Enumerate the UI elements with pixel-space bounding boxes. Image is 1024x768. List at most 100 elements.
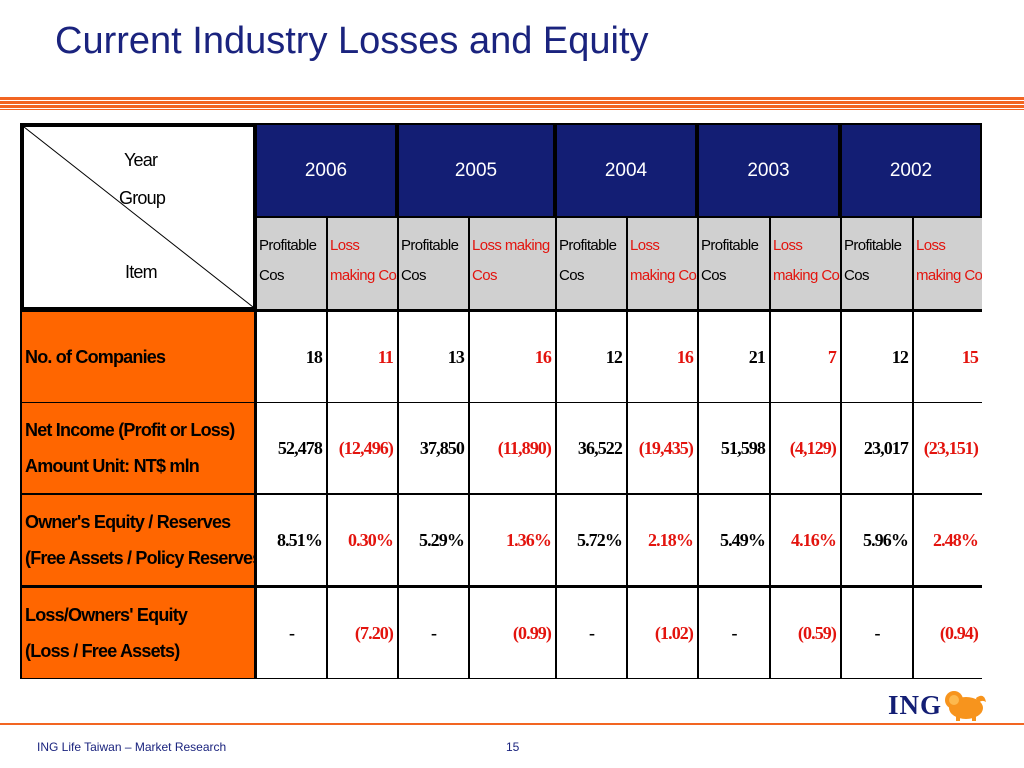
footer-text: ING Life Taiwan – Market Research — [37, 740, 227, 754]
row-header-line: Owner's Equity / Reserves — [25, 512, 231, 532]
table-cell: (0.59) — [771, 588, 840, 678]
subheader-profitable: Profitable Cos — [399, 218, 468, 309]
table-cell: (0.99) — [470, 588, 555, 678]
subheader-loss-making: Loss making Cos — [914, 218, 982, 309]
table-cell: 4.16% — [771, 495, 840, 585]
table-cell: - — [699, 588, 769, 678]
subheader-line: Loss making — [472, 237, 550, 254]
table-cell: 36,522 — [557, 403, 626, 493]
subheader-line: Cos — [701, 267, 726, 284]
industry-table: Year Group Item 2006 2005 2004 2003 2002 Prof… — [20, 123, 982, 679]
header-rule — [0, 97, 1024, 110]
subheader-line: Loss — [630, 237, 660, 254]
row-header: No. of Companies — [22, 312, 254, 402]
subheader-loss-making: Loss making Cos — [328, 218, 397, 309]
table-cell: 52,478 — [257, 403, 326, 493]
subheader-line: Profitable — [401, 237, 459, 254]
table-cell: (0.94) — [914, 588, 982, 678]
corner-year-label: Year — [124, 150, 158, 170]
subheader-line: Cos — [259, 267, 284, 284]
subheader-loss-making: Loss making Cos — [628, 218, 697, 309]
table-cell: 21 — [699, 312, 769, 402]
subheader-profitable: Profitable Cos — [257, 218, 326, 309]
table-cell: - — [257, 588, 326, 678]
table-cell: 8.51% — [257, 495, 326, 585]
year-header-2005: 2005 — [399, 125, 553, 216]
subheader-line: Profitable — [844, 237, 902, 254]
table-cell: 5.49% — [699, 495, 769, 585]
logo-text: ING — [888, 689, 943, 720]
subheader-line: making Cos — [773, 267, 840, 284]
table-cell: (4,129) — [771, 403, 840, 493]
table-cell: 13 — [399, 312, 468, 402]
subheader-profitable: Profitable Cos — [557, 218, 626, 309]
row-header: Net Income (Profit or Loss) Amount Unit: … — [22, 403, 254, 493]
ing-logo: ING — [888, 688, 988, 722]
table-cell: (19,435) — [628, 403, 697, 493]
table-cell: (1.02) — [628, 588, 697, 678]
subheader-loss-making: Loss making Cos — [771, 218, 840, 309]
table-cell: 5.29% — [399, 495, 468, 585]
table-corner-cell: Year Group Item — [22, 125, 255, 309]
subheader-loss-making: Loss making Cos — [470, 218, 555, 309]
table-cell: 16 — [470, 312, 555, 402]
table-cell: (23,151) — [914, 403, 982, 493]
subheader-profitable: Profitable Cos — [842, 218, 912, 309]
year-header-2004: 2004 — [557, 125, 695, 216]
row-header: Owner's Equity / Reserves (Free Assets / … — [22, 495, 254, 585]
subheader-line: Profitable — [559, 237, 617, 254]
subheader-line: making Cos — [630, 267, 697, 284]
subheader-line: making Cos — [330, 267, 397, 284]
subheader-line: Loss — [916, 237, 946, 254]
table-cell: - — [842, 588, 912, 678]
subheader-line: Loss — [773, 237, 803, 254]
table-cell: 5.72% — [557, 495, 626, 585]
year-header-2002: 2002 — [842, 125, 980, 216]
table-cell: (11,890) — [470, 403, 555, 493]
table-cell: 11 — [328, 312, 397, 402]
table-cell: 12 — [842, 312, 912, 402]
row-header-line: No. of Companies — [25, 347, 166, 367]
row-header-line: (Free Assets / Policy Reserves) — [25, 548, 254, 568]
table-cell: 51,598 — [699, 403, 769, 493]
table-cell: 7 — [771, 312, 840, 402]
table-cell: 2.18% — [628, 495, 697, 585]
corner-diagonal — [24, 127, 253, 307]
subheader-line: making Cos — [916, 267, 982, 284]
table-cell: 12 — [557, 312, 626, 402]
table-cell: 2.48% — [914, 495, 982, 585]
table-cell: 37,850 — [399, 403, 468, 493]
subheader-line: Cos — [472, 267, 497, 284]
row-header-line: (Loss / Free Assets) — [25, 641, 180, 661]
table-cell: - — [399, 588, 468, 678]
corner-item-label: Item — [125, 262, 158, 282]
table-cell: 23,017 — [842, 403, 912, 493]
subheader-line: Cos — [844, 267, 869, 284]
subheader-line: Loss — [330, 237, 360, 254]
page-number: 15 — [506, 740, 520, 754]
year-header-2006: 2006 — [257, 125, 395, 216]
row-header-line: Net Income (Profit or Loss) — [25, 420, 235, 440]
table-cell: 1.36% — [470, 495, 555, 585]
slide-title: Current Industry Losses and Equity — [55, 20, 649, 62]
row-header-line: Loss/Owners' Equity — [25, 605, 188, 625]
subheader-line: Cos — [401, 267, 426, 284]
year-header-2003: 2003 — [699, 125, 838, 216]
table-cell: (12,496) — [328, 403, 397, 493]
subheader-profitable: Profitable Cos — [699, 218, 769, 309]
table-cell: 0.30% — [328, 495, 397, 585]
table-cell: 16 — [628, 312, 697, 402]
footer-rule — [0, 723, 1024, 725]
corner-group-label: Group — [119, 188, 166, 208]
table-cell: 15 — [914, 312, 982, 402]
table-cell: (7.20) — [328, 588, 397, 678]
subheader-line: Profitable — [701, 237, 759, 254]
table-cell: 5.96% — [842, 495, 912, 585]
subheader-line: Profitable — [259, 237, 317, 254]
row-header: Loss/Owners' Equity (Loss / Free Assets) — [22, 588, 254, 678]
table-cell: 18 — [257, 312, 326, 402]
lion-icon — [945, 691, 987, 721]
row-header-line: Amount Unit: NT$ mln — [25, 456, 200, 476]
subheader-line: Cos — [559, 267, 584, 284]
table-cell: - — [557, 588, 626, 678]
